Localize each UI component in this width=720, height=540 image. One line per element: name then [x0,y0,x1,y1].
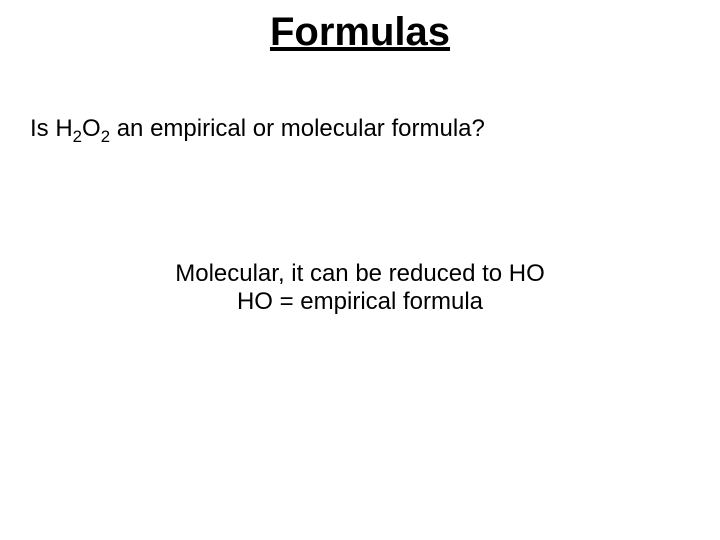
answer-line-2: HO = empirical formula [80,288,640,316]
question-line: Is H2O2 an empirical or molecular formul… [30,115,690,143]
answer-line-1: Molecular, it can be reduced to HO [80,260,640,288]
question-prefix: Is H [30,115,73,142]
answer-block: Molecular, it can be reduced to HO HO = … [80,260,640,315]
question-suffix: an empirical or molecular formula? [110,115,485,142]
question-sub2: 2 [101,127,110,146]
slide: Formulas Is H2O2 an empirical or molecul… [0,0,720,540]
question-mid: O [82,115,101,142]
question-sub1: 2 [73,127,82,146]
slide-title: Formulas [0,10,720,55]
